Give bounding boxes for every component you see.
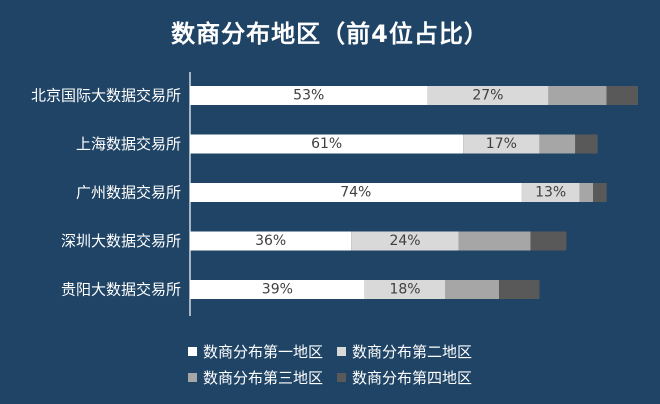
legend-label-4: 数商分布第四地区 <box>352 368 473 387</box>
data-label-s1-c3: 74% <box>340 185 371 201</box>
bar-s4-c5 <box>499 280 540 299</box>
data-label-s2-c3: 13% <box>535 185 566 201</box>
legend-item-series-2: 数商分布第二地区 <box>337 341 472 362</box>
category-label-5: 贵阳大数据交易所 <box>61 281 181 299</box>
bar-s4-c2 <box>575 134 598 154</box>
legend: 数商分布第一地区 数商分布第二地区 数商分布第三地区 数商分布第四地区 <box>0 338 660 390</box>
legend-swatch-3 <box>187 372 197 382</box>
bar-s1-c3 <box>190 183 522 202</box>
legend-label-3: 数商分布第三地区 <box>202 368 323 387</box>
category-label-1: 北京国际大数据交易所 <box>31 87 181 105</box>
data-label-s1-c4: 36% <box>255 233 286 249</box>
legend-item-series-3: 数商分布第三地区 <box>187 367 323 388</box>
bar-s4-c3 <box>593 183 607 202</box>
bar-s1-c2 <box>190 134 464 154</box>
data-label-s1-c1: 53% <box>293 88 324 104</box>
bar-s1-c5 <box>190 280 365 299</box>
legend-item-series-1: 数商分布第一地区 <box>187 341 323 362</box>
data-label-s2-c4: 24% <box>389 233 420 249</box>
legend-label-1: 数商分布第一地区 <box>202 342 323 361</box>
legend-row-1: 数商分布第一地区 数商分布第二地区 <box>0 338 660 364</box>
data-label-s1-c2: 61% <box>311 136 342 152</box>
data-label-s1-c5: 39% <box>262 282 293 298</box>
bar-s3-c3 <box>579 183 594 202</box>
bar-s2-c4 <box>351 231 459 251</box>
legend-swatch-4 <box>337 372 346 382</box>
chart-title: 数商分布地区（前4位占比） <box>171 20 489 48</box>
bar-s2-c2 <box>463 134 540 154</box>
data-label-s2-c1: 27% <box>472 88 503 104</box>
bar-s2-c1 <box>427 86 549 105</box>
bar-s3-c4 <box>458 231 531 251</box>
category-label-2: 上海数据交易所 <box>76 135 181 153</box>
legend-swatch-2 <box>337 346 346 356</box>
bar-s3-c1 <box>548 86 607 105</box>
category-label-4: 深圳大数据交易所 <box>61 232 181 250</box>
bar-s2-c5 <box>364 280 446 299</box>
data-label-s2-c2: 17% <box>486 136 517 152</box>
bar-s4-c4 <box>530 231 567 251</box>
data-label-s2-c5: 18% <box>389 282 420 298</box>
bar-s2-c3 <box>521 183 580 202</box>
legend-item-series-4: 数商分布第四地区 <box>337 367 472 388</box>
bar-s3-c5 <box>445 280 500 299</box>
bar-s4-c1 <box>606 86 638 105</box>
bar-s1-c1 <box>190 86 428 105</box>
category-label-3: 广州数据交易所 <box>76 184 181 202</box>
legend-label-2: 数商分布第二地区 <box>352 342 473 361</box>
bar-s3-c2 <box>539 134 576 154</box>
bar-s1-c4 <box>190 231 352 251</box>
legend-row-2: 数商分布第三地区 数商分布第四地区 <box>0 364 660 390</box>
legend-swatch-1 <box>187 346 197 356</box>
